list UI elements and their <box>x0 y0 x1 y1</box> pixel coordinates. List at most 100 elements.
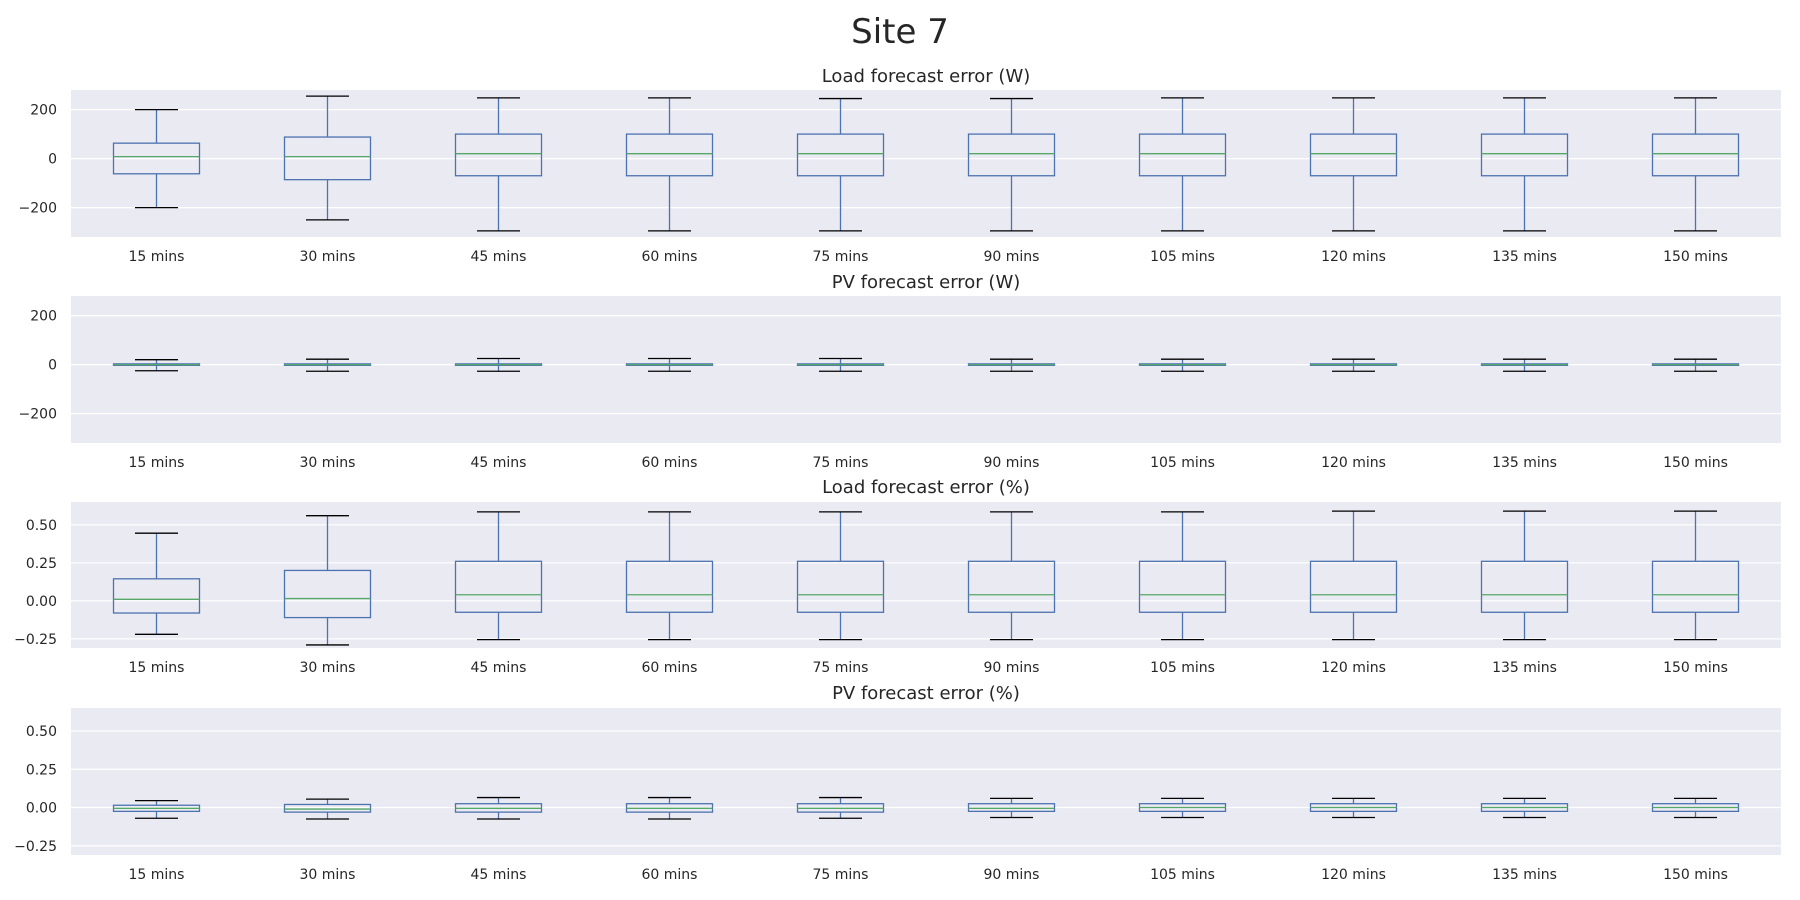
box-iqr <box>625 560 714 613</box>
x-tick-label: 30 mins <box>300 249 356 265</box>
x-tick-label: 120 mins <box>1321 455 1386 471</box>
subplot-load-error-pct: Load forecast error (%) 0.50 0.25 0.00 −0.2… <box>14 477 1781 676</box>
y-tick-label: 0.50 <box>26 518 57 534</box>
x-tick-label: 120 mins <box>1321 867 1386 883</box>
x-tick-label: 150 mins <box>1663 867 1728 883</box>
box-plot <box>796 796 885 819</box>
x-tick-label: 30 mins <box>300 867 356 883</box>
x-tick-label: 15 mins <box>129 660 185 676</box>
box-plot <box>1480 797 1569 819</box>
box-plot <box>1309 797 1398 819</box>
box-plot <box>1651 510 1740 641</box>
y-tick-label: −0.25 <box>14 839 57 855</box>
x-tick-label: 45 mins <box>471 249 527 265</box>
box-plot <box>454 796 543 820</box>
y-tick-label: 0 <box>48 358 57 374</box>
x-tick-label: 45 mins <box>471 455 527 471</box>
x-tick-label: 30 mins <box>300 455 356 471</box>
box-plot <box>1651 797 1740 819</box>
x-tick-label: 135 mins <box>1492 867 1557 883</box>
box-iqr <box>1651 560 1740 613</box>
box-plot <box>283 358 372 372</box>
box-plot <box>1138 797 1227 819</box>
y-tick-label: −0.25 <box>14 632 57 648</box>
x-tick-label: 15 mins <box>129 249 185 265</box>
box-plot <box>625 511 714 641</box>
x-tick-label: 120 mins <box>1321 660 1386 676</box>
x-tick-label: 75 mins <box>813 660 869 676</box>
box-plot <box>454 511 543 641</box>
y-tick-label: 200 <box>30 103 57 119</box>
x-tick-label: 45 mins <box>471 660 527 676</box>
box-plot <box>1309 510 1398 641</box>
box-plot <box>1480 510 1569 641</box>
x-tick-label: 120 mins <box>1321 249 1386 265</box>
box-iqr <box>112 578 201 614</box>
box-iqr <box>1309 133 1398 177</box>
x-tick-label: 30 mins <box>300 660 356 676</box>
x-tick-label: 90 mins <box>984 867 1040 883</box>
x-tick-label: 150 mins <box>1663 249 1728 265</box>
x-tick-label: 105 mins <box>1150 660 1215 676</box>
plot-area <box>71 296 1781 443</box>
plot-area <box>71 90 1781 237</box>
box-iqr <box>112 142 201 175</box>
x-tick-label: 60 mins <box>642 249 698 265</box>
box-plot <box>967 358 1056 372</box>
box-plot <box>112 108 201 209</box>
box-plot <box>283 95 372 221</box>
box-plot <box>112 359 201 372</box>
x-tick-label: 105 mins <box>1150 249 1215 265</box>
box-iqr <box>1138 133 1227 177</box>
box-iqr <box>1309 560 1398 613</box>
box-plot <box>967 97 1056 232</box>
x-tick-label: 90 mins <box>984 660 1040 676</box>
subplot-pv-error-w: PV forecast error (W) 200 0 −200 15 mins 30 … <box>19 272 1781 471</box>
box-plot <box>1651 358 1740 372</box>
box-plot <box>1651 97 1740 232</box>
subplot-load-error-w: Load forecast error (W) 200 0 −200 15 mins 3… <box>19 66 1781 265</box>
x-tick-label: 75 mins <box>813 455 869 471</box>
box-plot <box>1138 358 1227 372</box>
box-plot <box>1480 358 1569 372</box>
x-tick-label: 90 mins <box>984 249 1040 265</box>
x-tick-label: 150 mins <box>1663 660 1728 676</box>
box-plot <box>967 511 1056 641</box>
box-plot <box>283 798 372 820</box>
box-plot <box>796 511 885 641</box>
x-tick-label: 105 mins <box>1150 867 1215 883</box>
x-tick-label: 60 mins <box>642 660 698 676</box>
box-plot <box>454 357 543 372</box>
y-tick-label: 0.00 <box>26 594 57 610</box>
box-iqr <box>967 133 1056 177</box>
subplot-title: PV forecast error (W) <box>832 272 1021 293</box>
box-plot <box>283 515 372 646</box>
y-tick-label: −200 <box>19 407 57 423</box>
box-iqr <box>796 560 885 613</box>
x-tick-label: 135 mins <box>1492 660 1557 676</box>
x-tick-label: 150 mins <box>1663 455 1728 471</box>
x-tick-label: 60 mins <box>642 455 698 471</box>
x-tick-label: 15 mins <box>129 867 185 883</box>
x-tick-label: 75 mins <box>813 249 869 265</box>
box-plot <box>1138 511 1227 641</box>
subplot-title: PV forecast error (%) <box>832 683 1020 704</box>
x-tick-label: 135 mins <box>1492 249 1557 265</box>
box-iqr <box>283 136 372 181</box>
subplot-title: Load forecast error (W) <box>822 66 1031 87</box>
box-plot <box>1309 97 1398 232</box>
x-tick-label: 90 mins <box>984 455 1040 471</box>
plot-area <box>71 502 1781 648</box>
x-tick-label: 75 mins <box>813 867 869 883</box>
box-iqr <box>283 569 372 619</box>
y-tick-label: 0 <box>48 152 57 168</box>
box-iqr <box>1651 133 1740 177</box>
x-tick-label: 60 mins <box>642 867 698 883</box>
box-plot <box>796 97 885 232</box>
y-tick-label: 0.25 <box>26 762 57 778</box>
box-iqr <box>967 803 1056 813</box>
box-iqr <box>796 133 885 177</box>
box-iqr <box>967 560 1056 613</box>
box-plot <box>1309 358 1398 372</box>
